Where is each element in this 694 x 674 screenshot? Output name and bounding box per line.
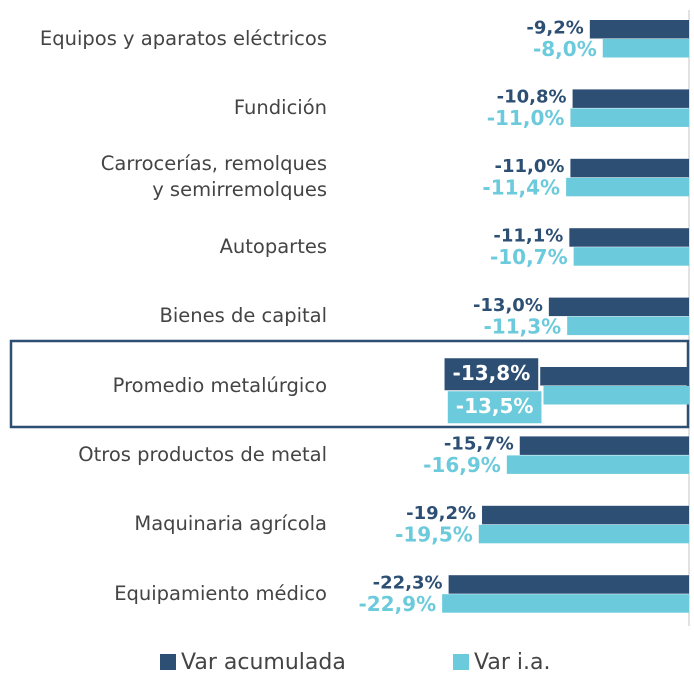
legend-label: Var i.a. xyxy=(474,650,550,674)
value-label: -11,4% xyxy=(482,176,560,200)
bar xyxy=(566,177,689,197)
category-label: Fundición xyxy=(233,95,327,119)
value-label: -11,0% xyxy=(494,156,564,177)
value-label: -11,0% xyxy=(487,106,565,130)
category-label: Otros productos de metal xyxy=(78,442,327,466)
category-label: Promedio metalúrgico xyxy=(112,373,327,397)
value-label: -11,1% xyxy=(493,225,563,246)
legend-swatch xyxy=(160,654,176,670)
bar xyxy=(478,524,689,544)
bar xyxy=(482,505,689,525)
bar xyxy=(570,108,689,127)
bar xyxy=(569,228,689,247)
bar xyxy=(567,316,689,336)
value-label: -13,0% xyxy=(473,295,543,316)
bar xyxy=(589,20,689,39)
value-label: -16,9% xyxy=(423,453,501,477)
value-label: -19,5% xyxy=(395,523,473,547)
bar xyxy=(572,89,689,108)
category-label: Equipos y aparatos eléctricos xyxy=(39,26,327,50)
category-label: Equipamiento médico xyxy=(114,581,327,605)
value-label: -22,9% xyxy=(358,592,436,616)
bar xyxy=(442,594,689,613)
bar xyxy=(543,386,689,405)
bar xyxy=(548,297,689,317)
bar xyxy=(573,247,689,266)
category-label: Carrocerías, remolques y semirremolques xyxy=(100,152,327,202)
value-label-box xyxy=(444,358,539,391)
bar xyxy=(448,575,689,594)
category-label: Autopartes xyxy=(219,234,327,258)
value-label: -9,2% xyxy=(526,17,583,38)
value-label: -15,7% xyxy=(444,434,514,455)
category-label: Maquinaria agrícola xyxy=(134,512,327,536)
value-label: -10,8% xyxy=(497,87,567,108)
value-label: -13,5% xyxy=(456,394,534,418)
value-label: -13,8% xyxy=(453,361,531,385)
bar xyxy=(540,367,689,386)
value-label-box xyxy=(447,391,542,424)
legend-swatch xyxy=(453,654,469,670)
bar xyxy=(570,158,689,178)
bar xyxy=(519,436,689,455)
legend-label: Var acumulada xyxy=(181,650,346,674)
bar xyxy=(506,455,689,474)
value-label: -11,3% xyxy=(483,314,561,338)
value-label: -22,3% xyxy=(373,572,443,593)
value-label: -10,7% xyxy=(490,245,568,269)
value-label: -19,2% xyxy=(406,503,476,524)
value-label: -8,0% xyxy=(533,37,597,61)
category-label: Bienes de capital xyxy=(159,304,327,328)
bar xyxy=(602,39,689,58)
